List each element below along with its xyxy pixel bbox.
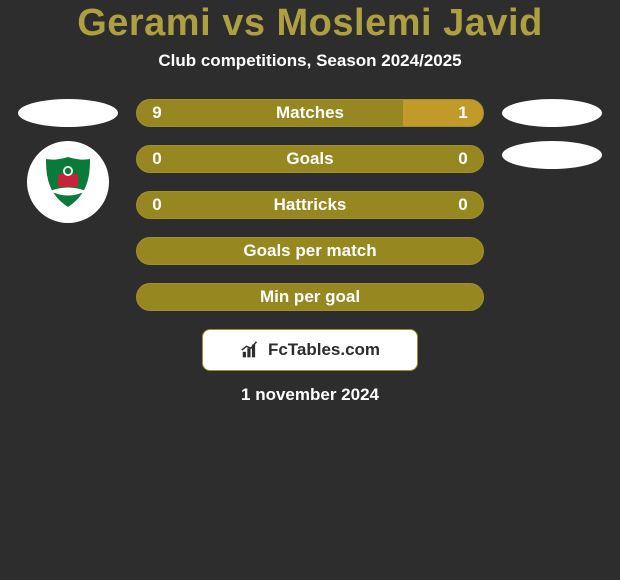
header: Gerami vs Moslemi Javid [0, 0, 620, 51]
bar-label: Hattricks [177, 195, 443, 215]
bar-value-right: 1 [443, 103, 483, 123]
bar-value-left: 9 [137, 103, 177, 123]
shield-emblem-icon [40, 154, 96, 210]
logo-text: FcTables.com [268, 340, 380, 360]
comparison-widget: Gerami vs Moslemi Javid Club competition… [0, 0, 620, 580]
left-column [18, 99, 118, 223]
body-row: 9Matches10Goals00Hattricks0Goals per mat… [0, 99, 620, 311]
bar-label: Min per goal [177, 287, 443, 307]
bar-label: Goals [177, 149, 443, 169]
page-title: Gerami vs Moslemi Javid [0, 2, 620, 45]
bar-value-left: 0 [137, 195, 177, 215]
bar-value-left: 0 [137, 149, 177, 169]
bar-chart-icon [240, 339, 262, 361]
subtitle: Club competitions, Season 2024/2025 [0, 51, 620, 71]
stat-bar: 9Matches1 [136, 99, 484, 127]
right-column [502, 99, 602, 169]
left-player-pill [18, 99, 118, 127]
right-player-pill [502, 99, 602, 127]
stat-bar: Goals per match [136, 237, 484, 265]
source-logo: FcTables.com [202, 329, 418, 371]
right-team-pill [502, 141, 602, 169]
left-team-badge [27, 141, 109, 223]
date-label: 1 november 2024 [0, 385, 620, 405]
stat-bar: Min per goal [136, 283, 484, 311]
stat-bar: 0Goals0 [136, 145, 484, 173]
bars-container: 9Matches10Goals00Hattricks0Goals per mat… [136, 99, 484, 311]
stat-bar: 0Hattricks0 [136, 191, 484, 219]
bar-label: Matches [177, 103, 443, 123]
bar-value-right: 0 [443, 195, 483, 215]
bar-label: Goals per match [177, 241, 443, 261]
bar-value-right: 0 [443, 149, 483, 169]
